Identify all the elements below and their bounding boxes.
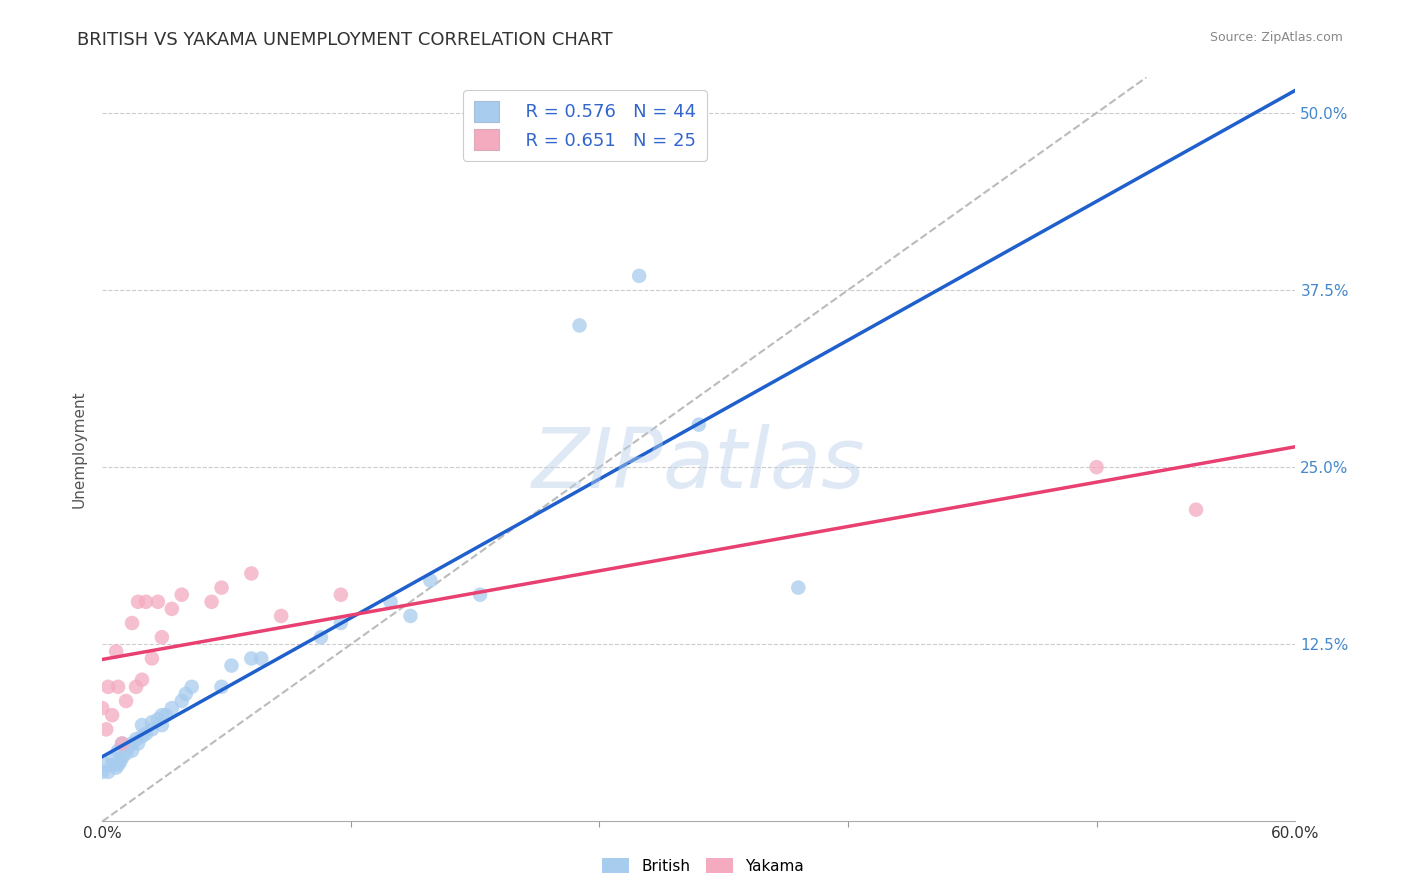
Point	[380, 595, 402, 609]
Point	[160, 701, 183, 715]
Point	[200, 595, 222, 609]
Point	[101, 708, 124, 723]
Point	[240, 566, 263, 581]
Point	[97, 680, 120, 694]
Y-axis label: Unemployment: Unemployment	[72, 391, 86, 508]
Point	[96, 723, 118, 737]
Point	[125, 732, 148, 747]
Point	[101, 757, 124, 772]
Point	[160, 602, 183, 616]
Text: ZIPatlas: ZIPatlas	[531, 424, 866, 505]
Point	[329, 588, 352, 602]
Point	[97, 764, 120, 779]
Point	[221, 658, 243, 673]
Point	[121, 737, 143, 751]
Point	[96, 757, 118, 772]
Point	[141, 651, 163, 665]
Point	[91, 764, 114, 779]
Point	[468, 588, 491, 602]
Point	[270, 609, 292, 624]
Point	[155, 708, 177, 723]
Point	[107, 680, 129, 694]
Point	[105, 644, 128, 658]
Point	[211, 680, 233, 694]
Point	[787, 581, 810, 595]
Point	[108, 755, 131, 769]
Point	[131, 673, 153, 687]
Point	[111, 750, 134, 764]
Point	[240, 651, 263, 665]
Point	[329, 615, 352, 630]
Point	[146, 595, 169, 609]
Point	[174, 687, 197, 701]
Point	[1185, 502, 1208, 516]
Point	[1085, 460, 1108, 475]
Point	[91, 701, 114, 715]
Point	[150, 630, 173, 644]
Text: BRITISH VS YAKAMA UNEMPLOYMENT CORRELATION CHART: BRITISH VS YAKAMA UNEMPLOYMENT CORRELATI…	[77, 31, 613, 49]
Point	[107, 743, 129, 757]
Point	[111, 737, 134, 751]
Text: Source: ZipAtlas.com: Source: ZipAtlas.com	[1209, 31, 1343, 45]
Point	[419, 574, 441, 588]
Point	[101, 750, 124, 764]
Point	[115, 694, 138, 708]
Point	[105, 761, 128, 775]
Point	[131, 718, 153, 732]
Point	[150, 718, 173, 732]
Point	[628, 268, 651, 283]
Point	[127, 595, 149, 609]
Point	[146, 713, 169, 727]
Point	[111, 737, 134, 751]
Point	[115, 747, 138, 761]
Point	[150, 708, 173, 723]
Point	[170, 694, 193, 708]
Point	[127, 737, 149, 751]
Point	[125, 680, 148, 694]
Point	[121, 615, 143, 630]
Point	[170, 588, 193, 602]
Point	[250, 651, 273, 665]
Point	[309, 630, 332, 644]
Legend:   R = 0.576   N = 44,   R = 0.651   N = 25: R = 0.576 N = 44, R = 0.651 N = 25	[463, 90, 707, 161]
Point	[135, 595, 157, 609]
Point	[141, 715, 163, 730]
Point	[117, 740, 139, 755]
Point	[399, 609, 422, 624]
Point	[107, 757, 129, 772]
Point	[135, 726, 157, 740]
Legend: British, Yakama: British, Yakama	[596, 852, 810, 880]
Point	[131, 730, 153, 744]
Point	[568, 318, 591, 333]
Point	[141, 723, 163, 737]
Point	[211, 581, 233, 595]
Point	[688, 417, 710, 432]
Point	[121, 743, 143, 757]
Point	[180, 680, 202, 694]
